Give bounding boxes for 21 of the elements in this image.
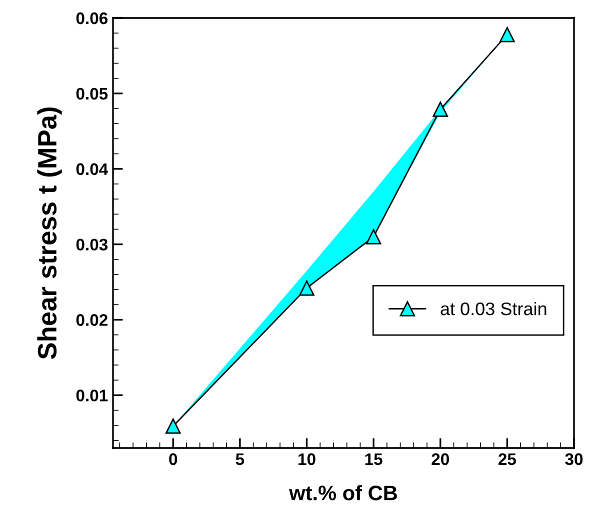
y-axis-title: Shear stress t (MPa) <box>37 107 62 360</box>
point <box>500 26 515 42</box>
x-axis-title: wt.% of CB <box>289 485 397 500</box>
x-tick-label: 25 <box>498 453 516 466</box>
point <box>299 280 314 296</box>
y-tick-label: 0.02 <box>76 314 108 326</box>
x-tick-label: 5 <box>236 453 244 466</box>
x-tick-label: 10 <box>298 453 316 466</box>
point <box>432 102 448 117</box>
x-tick-label: 15 <box>365 453 382 466</box>
x-tick-label: 20 <box>432 453 449 466</box>
y-tick-label: 0.03 <box>76 238 108 251</box>
y-tick-label: 0.04 <box>76 163 108 176</box>
y-tick-label: 0.05 <box>76 88 108 100</box>
point <box>366 229 382 244</box>
y-tick-label: 0.01 <box>76 390 108 402</box>
y-tick-label: 0.06 <box>76 12 108 24</box>
x-tick-label: 30 <box>565 453 583 466</box>
x-tick-label: 0 <box>169 453 178 466</box>
legend-label: at 0.03 Strain <box>440 302 546 316</box>
point <box>165 418 181 434</box>
